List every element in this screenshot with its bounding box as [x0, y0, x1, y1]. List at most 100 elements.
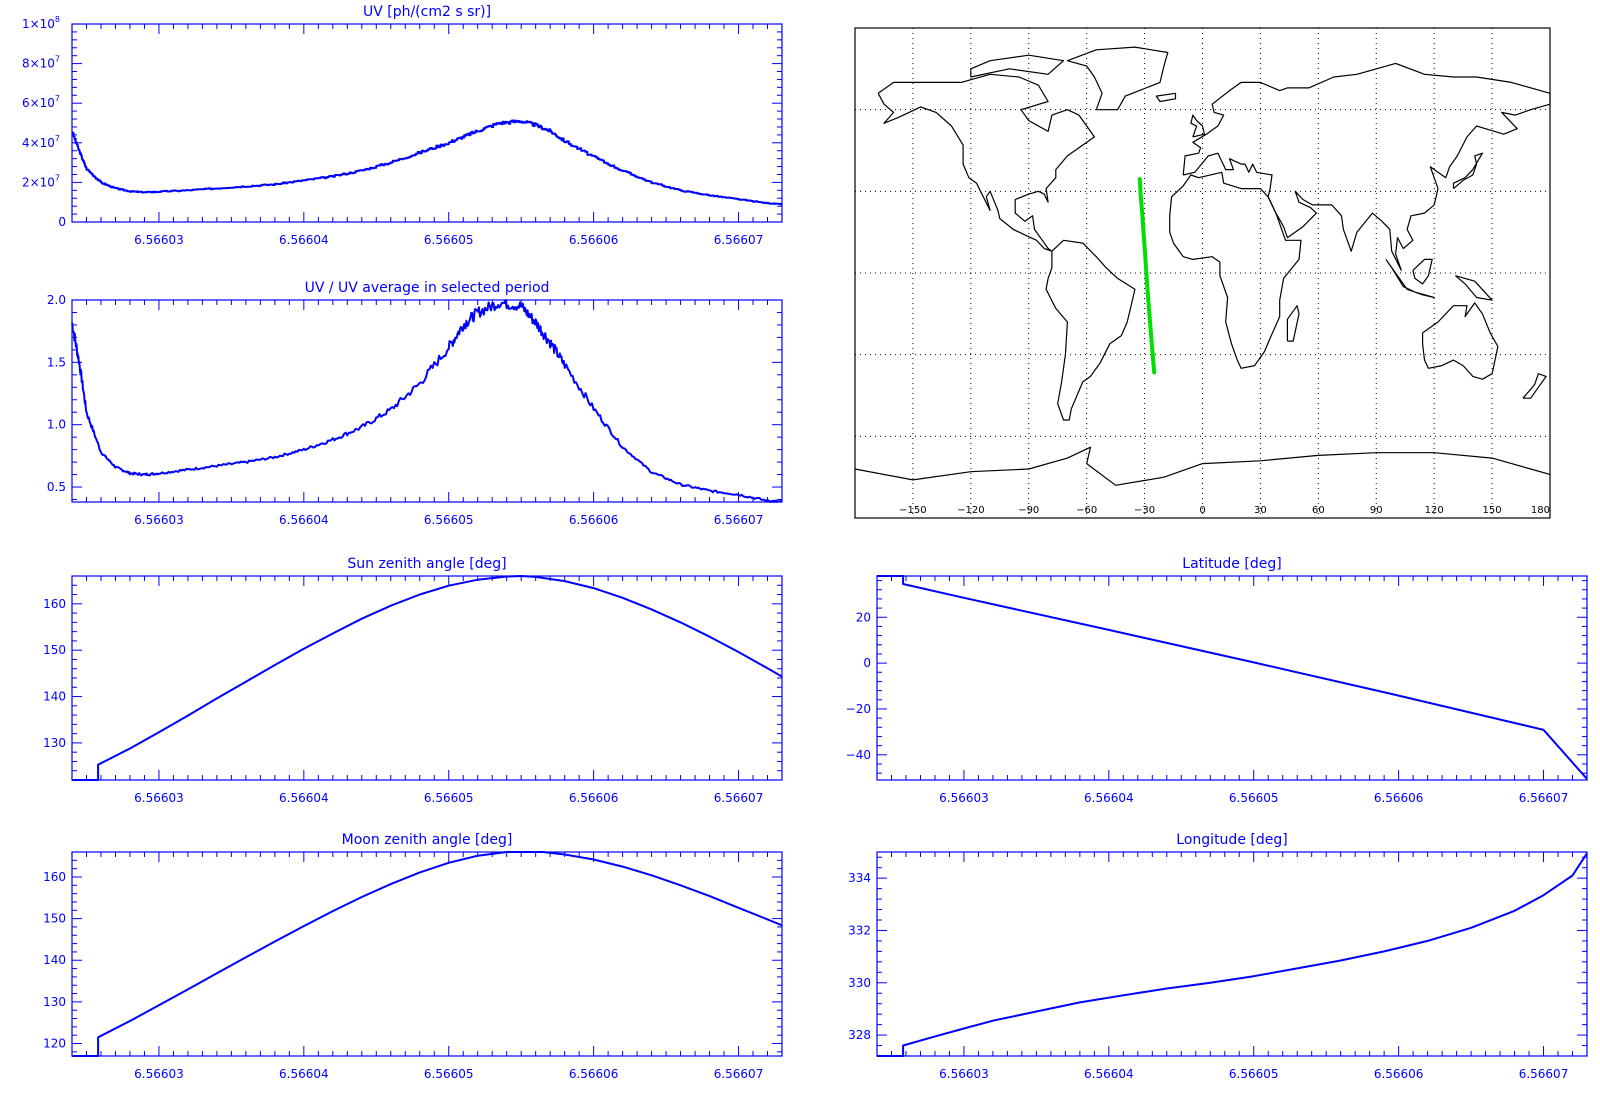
moon_zenith-chart: Moon zenith angle [deg] 6.56603 6.56604 6.5… [43, 832, 783, 1081]
latitude-xtick-label: 6.56604 [1084, 791, 1134, 805]
moon_zenith-ytick-label: 120 [43, 1037, 66, 1051]
moon_zenith-title: Moon zenith angle [deg] [342, 832, 513, 848]
map-xtick-label: −120 [957, 505, 984, 516]
coastline-madagascar [1286, 305, 1300, 342]
sun_zenith-chart: Sun zenith angle [deg] 6.56603 6.56604 6.56… [43, 556, 783, 805]
latitude-title: Latitude [deg] [1182, 556, 1281, 572]
uv-title: UV [ph/(cm2 s sr)] [363, 4, 491, 20]
map-xtick-label: 60 [1312, 505, 1325, 516]
map-xtick-label: 90 [1370, 505, 1383, 516]
sun_zenith-xtick-label: 6.56607 [714, 791, 764, 805]
uv-ytick-label: 6×107 [22, 94, 60, 110]
coastline-north-america [877, 73, 1095, 252]
longitude-xtick-label: 6.56605 [1229, 1067, 1279, 1081]
uv-series-line [71, 119, 782, 206]
map-xtick-label: 30 [1254, 505, 1267, 516]
moon_zenith-xtick-label: 6.56606 [569, 1067, 619, 1081]
world-map: −150 −120 −90 −60 −30 0 30 60 90 120 150 180 [854, 27, 1551, 519]
moon_zenith-ytick-label: 160 [43, 870, 66, 884]
coastline-africa-eurasia [1169, 171, 1302, 369]
longitude-ytick-label: 330 [848, 976, 871, 990]
latitude-xtick-label: 6.56606 [1374, 791, 1424, 805]
sun_zenith-title: Sun zenith angle [deg] [347, 556, 506, 572]
latitude-chart: Latitude [deg] 6.56603 6.56604 6.56605 6.566… [846, 556, 1588, 805]
uv_ratio-frame [71, 299, 783, 503]
coastline-new-zealand [1522, 373, 1547, 399]
uv_ratio-ytick-label: 0.5 [47, 480, 66, 494]
coastline-japan [1452, 152, 1483, 190]
uv-ytick-label: 0 [58, 215, 66, 229]
uv-xtick-label: 6.56603 [134, 233, 184, 247]
latitude-frame [876, 575, 1588, 781]
moon_zenith-ytick-label: 150 [43, 912, 66, 926]
moon_zenith-ytick-label: 140 [43, 953, 66, 967]
coastline-eurasia [1182, 62, 1551, 271]
latitude-series-line [877, 575, 1588, 780]
latitude-xtick-label: 6.56605 [1229, 791, 1279, 805]
moon_zenith-xtick-label: 6.56607 [714, 1067, 764, 1081]
sun_zenith-ytick-label: 140 [43, 690, 66, 704]
longitude-xtick-label: 6.56607 [1519, 1067, 1569, 1081]
uv_ratio-xtick-label: 6.56603 [134, 513, 184, 527]
map-xtick-label: −90 [1018, 505, 1039, 516]
latitude-xtick-label: 6.56603 [939, 791, 989, 805]
longitude-ytick-label: 334 [848, 871, 871, 885]
uv_ratio-title: UV / UV average in selected period [305, 280, 550, 296]
longitude-frame [876, 851, 1588, 1057]
longitude-chart: Longitude [deg] 6.56603 6.56604 6.56605 6.56… [848, 832, 1588, 1081]
uv_ratio-xtick-label: 6.56607 [714, 513, 764, 527]
map-xtick-label: 0 [1199, 505, 1205, 516]
coastline-south-america [1045, 239, 1136, 421]
map-xtick-label: −60 [1076, 505, 1097, 516]
sun_zenith-ytick-label: 150 [43, 643, 66, 657]
latitude-ytick-label: 0 [863, 656, 871, 670]
map-xtick-label: 120 [1425, 505, 1444, 516]
uv_ratio-ytick-label: 1.5 [47, 355, 66, 369]
uv-ytick-label: 8×107 [22, 55, 60, 71]
uv-ytick-label: 2×107 [22, 173, 60, 189]
coastline-borneo [1412, 258, 1433, 285]
moon_zenith-xtick-label: 6.56603 [134, 1067, 184, 1081]
uv_ratio-xtick-label: 6.56605 [424, 513, 474, 527]
uv_ratio-series-line [71, 299, 783, 503]
sun_zenith-frame [71, 575, 783, 781]
longitude-xtick-label: 6.56603 [939, 1067, 989, 1081]
coastline-greenland [1066, 46, 1169, 111]
sun_zenith-xtick-label: 6.56605 [424, 791, 474, 805]
moon_zenith-ytick-label: 130 [43, 995, 66, 1009]
longitude-xtick-label: 6.56604 [1084, 1067, 1134, 1081]
coastline-antarctica [854, 446, 1551, 486]
sun_zenith-xtick-label: 6.56603 [134, 791, 184, 805]
longitude-ytick-label: 332 [848, 923, 871, 937]
moon_zenith-xtick-label: 6.56605 [424, 1067, 474, 1081]
coastline-indonesia [1385, 259, 1435, 299]
coastline-iceland [1155, 92, 1177, 103]
coastline-australia [1422, 302, 1499, 380]
moon_zenith-xtick-label: 6.56604 [279, 1067, 329, 1081]
moon_zenith-frame [71, 851, 783, 1057]
latitude-ytick-label: −40 [846, 748, 871, 762]
sun_zenith-ytick-label: 130 [43, 736, 66, 750]
uv_ratio-xtick-label: 6.56606 [569, 513, 619, 527]
map-xtick-label: 150 [1483, 505, 1502, 516]
sun_zenith-xtick-label: 6.56604 [279, 791, 329, 805]
uv-xtick-label: 6.56607 [714, 233, 764, 247]
uv-frame [71, 23, 783, 223]
uv-ytick-label: 1×108 [22, 15, 60, 31]
uv_ratio-chart: UV / UV average in selected period 6.5660… [47, 280, 783, 527]
longitude-ytick-label: 328 [848, 1028, 871, 1042]
map-xtick-label: −150 [899, 505, 926, 516]
uv-chart: UV [ph/(cm2 s sr)] 6.56603 6.56604 6.56605 6… [22, 4, 783, 247]
coastline-uk [1190, 114, 1205, 138]
longitude-title: Longitude [deg] [1176, 832, 1287, 848]
longitude-series-line [877, 852, 1588, 1057]
longitude-xtick-label: 6.56606 [1374, 1067, 1424, 1081]
uv-xtick-label: 6.56604 [279, 233, 329, 247]
uv_ratio-xtick-label: 6.56604 [279, 513, 329, 527]
uv-ytick-label: 4×107 [22, 134, 60, 150]
coastline-arctic-islands [970, 54, 1065, 78]
coastline-new-guinea [1455, 275, 1493, 301]
sun_zenith-ytick-label: 160 [43, 597, 66, 611]
